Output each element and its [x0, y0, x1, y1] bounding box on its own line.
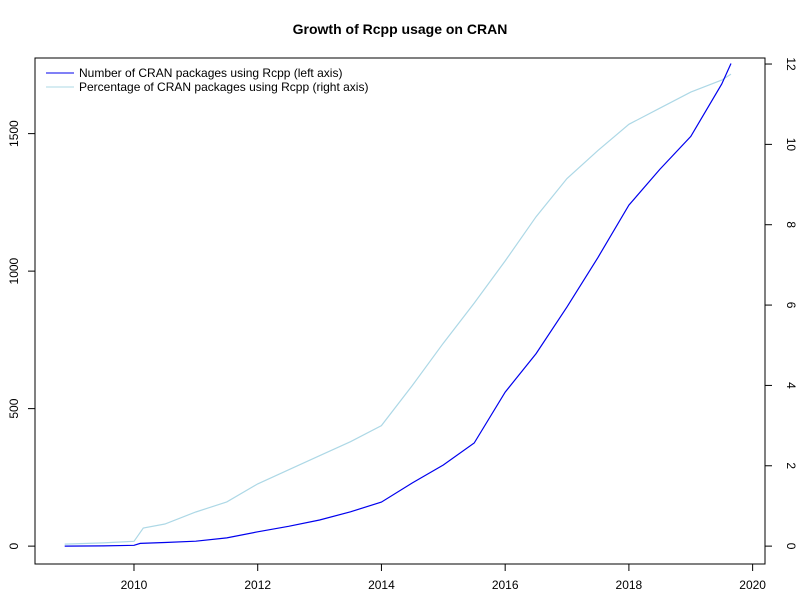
- y-right-tick-label: 0: [784, 543, 798, 550]
- series-line-count: [64, 63, 732, 547]
- series-layer: [64, 63, 732, 547]
- y-right-tick-label: 12: [784, 57, 798, 71]
- y-left-tick-label: 1000: [7, 257, 21, 284]
- y-left-tick-label: 500: [7, 398, 21, 418]
- x-tick-label: 2010: [121, 578, 148, 592]
- series-line-percentage: [64, 73, 732, 545]
- axes-layer: 2010 2012 2014 2016 2018 2020 0 500 1000 1500 0 2 4 6…: [7, 57, 798, 592]
- x-tick-label: 2020: [739, 578, 766, 592]
- y-right-tick-label: 4: [784, 382, 798, 389]
- legend: Number of CRAN packages using Rcpp (left…: [46, 66, 368, 94]
- x-tick-label: 2014: [368, 578, 395, 592]
- legend-label-percentage: Percentage of CRAN packages using Rcpp (…: [79, 80, 368, 94]
- y-left-tick-label: 1500: [7, 120, 21, 147]
- legend-label-count: Number of CRAN packages using Rcpp (left…: [79, 66, 342, 80]
- y-left-tick-label: 0: [7, 542, 21, 549]
- y-right-tick-label: 6: [784, 302, 798, 309]
- y-right-tick-label: 2: [784, 462, 798, 469]
- y-right-tick-label: 10: [784, 138, 798, 152]
- y-right-tick-label: 8: [784, 221, 798, 228]
- x-tick-label: 2012: [244, 578, 271, 592]
- x-tick-label: 2016: [492, 578, 519, 592]
- chart-title: Growth of Rcpp usage on CRAN: [293, 21, 508, 37]
- plot-frame: [34, 57, 766, 565]
- x-tick-label: 2018: [616, 578, 643, 592]
